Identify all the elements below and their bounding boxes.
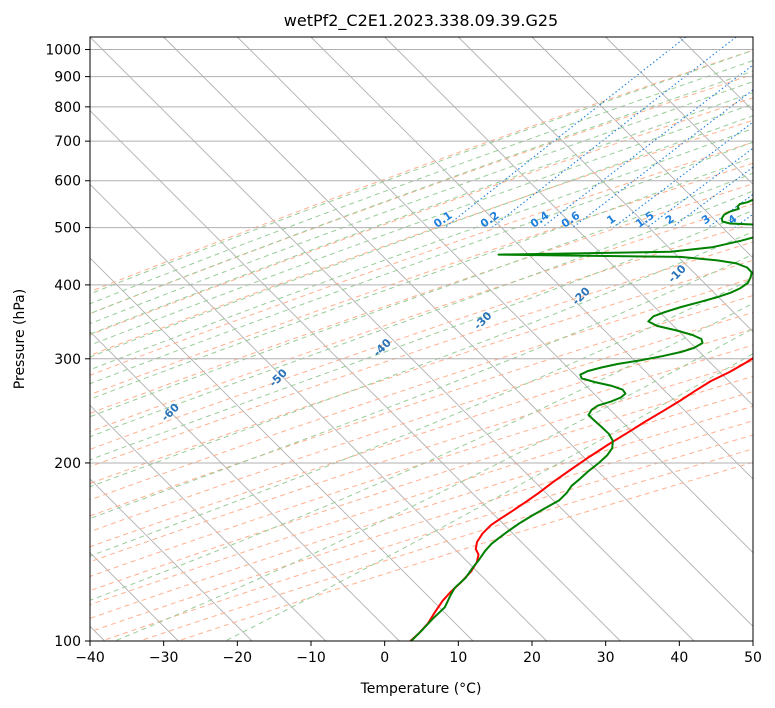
dry-adiabat-line xyxy=(90,241,753,468)
isotherm-line xyxy=(679,37,753,112)
moist-adiabat-line xyxy=(90,81,753,325)
x-axis-label: Temperature (°C) xyxy=(360,681,482,697)
x-tick-label: 30 xyxy=(597,650,615,666)
dry-adiabat-line xyxy=(90,391,753,606)
dewpoint-line xyxy=(410,198,753,641)
dry-adiabat-line xyxy=(90,222,753,450)
dry-adiabat-line xyxy=(90,311,753,533)
isotherm-line xyxy=(237,37,753,554)
y-tick-label: 600 xyxy=(54,174,81,190)
mixing-ratio-line xyxy=(671,166,753,229)
dry-adiabat-line xyxy=(90,162,753,396)
isotherm-line xyxy=(163,37,753,627)
mixing-ratio-line xyxy=(541,64,753,229)
x-tick-label: −30 xyxy=(149,650,179,666)
dry-adiabat-line xyxy=(90,49,753,293)
mixing-ratio-line xyxy=(707,193,753,229)
moist-adiabat-line xyxy=(90,231,753,488)
x-axis-ticks: −40 −30 −20 −10 0 10 20 30 40 50 xyxy=(75,641,762,666)
isotherm-line xyxy=(90,183,547,641)
moist-adiabat-line xyxy=(90,156,753,400)
moist-adiabat-line xyxy=(90,60,753,305)
moist-adiabat-line xyxy=(90,127,753,371)
dry-adiabat-line xyxy=(90,97,753,336)
isotherm-line xyxy=(384,37,753,406)
moist-adiabat-line xyxy=(114,328,753,641)
plot-frame xyxy=(89,36,754,642)
moist-adiabat-line xyxy=(90,115,753,358)
mixing-ratio-label: 3 xyxy=(699,212,713,227)
dry-adiabat-line xyxy=(90,73,753,315)
dry-adiabat-label: -40 xyxy=(371,336,394,359)
mixing-ratio-line xyxy=(572,89,753,229)
dry-adiabat-label: -20 xyxy=(570,284,593,307)
x-tick-label: 10 xyxy=(449,650,467,666)
dry-adiabat-line xyxy=(177,461,753,641)
y-tick-label: 700 xyxy=(54,134,81,150)
x-tick-label: −20 xyxy=(223,650,253,666)
sounding-series xyxy=(409,198,753,641)
y-tick-label: 800 xyxy=(54,100,81,116)
isotherm-line xyxy=(90,37,695,641)
moist-adiabat-line xyxy=(90,209,753,461)
y-tick-label: 1000 xyxy=(45,43,81,59)
y-tick-label: 300 xyxy=(54,352,81,368)
moist-adiabat-line xyxy=(90,91,753,335)
dry-adiabat-line xyxy=(90,405,753,619)
isotherm-line xyxy=(90,404,326,641)
y-axis-ticks: 1000 900 800 700 600 500 400 300 200 100 xyxy=(45,43,90,650)
x-tick-label: 0 xyxy=(380,650,389,666)
moist-adiabat-line xyxy=(90,70,753,315)
y-tick-label: 200 xyxy=(54,456,81,472)
y-tick-label: 100 xyxy=(54,634,81,650)
x-tick-label: 50 xyxy=(744,650,762,666)
moist-adiabat-line xyxy=(90,141,753,385)
y-tick-label: 900 xyxy=(54,70,81,86)
moist-adiabat-line xyxy=(90,190,753,438)
isotherm-line xyxy=(458,37,753,333)
moist-adiabat-line xyxy=(90,277,753,557)
x-tick-label: 40 xyxy=(670,650,688,666)
moist-adiabat-line xyxy=(90,49,753,295)
x-tick-label: −10 xyxy=(296,650,326,666)
temperature-line xyxy=(409,357,753,641)
isotherm-line xyxy=(90,331,400,641)
mixing-ratio-line xyxy=(491,37,737,229)
y-tick-label: 500 xyxy=(54,221,81,237)
pressure-grid-lines xyxy=(90,49,753,642)
dry-adiabat-line xyxy=(101,434,753,641)
y-axis-label: Pressure (hPa) xyxy=(12,289,28,389)
dry-adiabat-label: -10 xyxy=(666,262,689,285)
moist-adiabat-line xyxy=(224,353,753,641)
dry-adiabat-line xyxy=(90,294,753,517)
isotherm-line xyxy=(90,478,253,641)
dry-adiabat-lines xyxy=(90,49,753,641)
dry-adiabat-line xyxy=(90,328,753,548)
chart-title: wetPf2_C2E1.2023.338.09.39.G25 xyxy=(284,11,558,31)
isotherm-line xyxy=(531,37,753,259)
dry-adiabat-label: -30 xyxy=(471,309,494,332)
moist-adiabat-lines xyxy=(90,49,753,641)
moist-adiabat-line xyxy=(90,253,753,520)
x-tick-label: 20 xyxy=(523,650,541,666)
dry-adiabat-line xyxy=(90,141,753,376)
isotherm-line xyxy=(90,110,621,641)
x-tick-label: −40 xyxy=(75,650,105,666)
mixing-ratio-lines xyxy=(444,37,753,229)
mixing-ratio-line xyxy=(734,213,753,229)
dry-adiabat-line xyxy=(90,360,753,577)
isotherm-line xyxy=(605,37,753,185)
y-tick-label: 400 xyxy=(54,278,81,294)
moist-adiabat-line xyxy=(90,172,753,418)
isotherm-line xyxy=(752,37,753,38)
